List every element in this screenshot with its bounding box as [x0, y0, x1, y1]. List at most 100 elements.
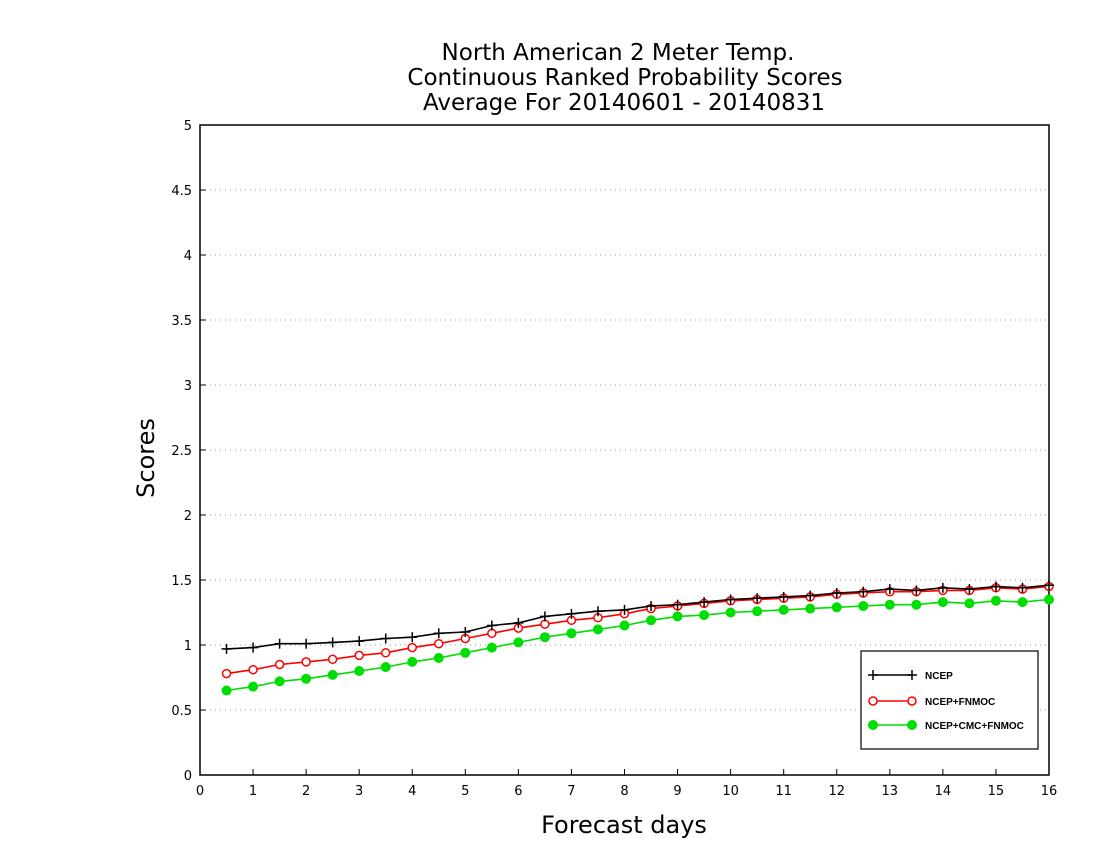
x-tick-label: 15	[988, 784, 1005, 799]
title-line-2: Continuous Ranked Probability Scores	[407, 65, 842, 91]
data-point	[592, 606, 603, 617]
data-point	[805, 603, 816, 614]
data-point	[327, 637, 338, 648]
y-axis: 0 0.5 1 1.5 2 2.5 3 3.5 4 4.5 5	[171, 119, 206, 784]
data-point	[831, 588, 842, 598]
data-point	[539, 632, 550, 643]
legend-marker	[907, 670, 917, 680]
data-point	[831, 602, 842, 613]
x-tick-label: 6	[514, 784, 522, 799]
data-point	[301, 657, 311, 667]
data-point	[513, 617, 524, 628]
legend-marker	[868, 720, 878, 730]
data-point	[486, 620, 497, 631]
data-point	[566, 628, 577, 639]
data-point	[964, 598, 975, 609]
y-tick-label: 1.5	[171, 574, 192, 589]
data-point	[725, 607, 736, 618]
legend-label: NCEP	[925, 671, 953, 682]
data-point	[672, 599, 683, 610]
data-point	[380, 662, 391, 673]
data-point	[778, 604, 789, 615]
data-point	[248, 664, 258, 675]
data-point	[274, 676, 285, 687]
x-tick-label: 7	[567, 784, 575, 799]
legend-marker	[868, 696, 878, 706]
y-tick-label: 3.5	[171, 314, 192, 329]
data-point	[592, 624, 603, 635]
x-tick-label: 3	[355, 784, 363, 799]
data-point	[354, 636, 365, 647]
data-point	[1017, 597, 1028, 608]
x-tick-label: 14	[935, 784, 952, 799]
data-point	[248, 642, 259, 653]
data-point	[884, 584, 895, 595]
legend-box	[860, 650, 1039, 750]
data-point	[539, 611, 550, 622]
data-point	[858, 586, 869, 597]
data-point	[434, 638, 444, 649]
data-point	[619, 604, 630, 615]
x-axis-label: Forecast days	[541, 811, 707, 839]
data-point	[699, 610, 710, 621]
data-point	[805, 590, 816, 601]
y-axis-label: Scores	[132, 418, 160, 498]
legend-marker	[868, 670, 878, 680]
data-point	[327, 654, 338, 665]
data-point	[672, 611, 683, 622]
data-point	[725, 594, 736, 605]
data-point	[248, 681, 259, 692]
y-tick-label: 4	[184, 249, 192, 264]
data-point	[646, 601, 657, 611]
data-point	[354, 666, 365, 676]
x-tick-label: 16	[1041, 784, 1058, 799]
y-tick-label: 4.5	[171, 184, 192, 199]
y-tick-label: 0	[184, 769, 192, 784]
y-tick-label: 2	[184, 509, 192, 524]
gridlines	[200, 189, 1049, 711]
data-point	[1017, 582, 1028, 593]
x-tick-label: 11	[775, 784, 792, 799]
x-tick-label: 13	[882, 784, 899, 799]
data-point	[407, 656, 418, 667]
title-line-1: North American 2 Meter Temp.	[442, 40, 795, 66]
data-point	[619, 620, 630, 631]
data-point	[460, 627, 471, 637]
data-point	[301, 673, 312, 684]
x-tick-label: 4	[408, 784, 416, 799]
data-point	[301, 638, 312, 649]
y-tick-label: 2.5	[171, 444, 192, 459]
data-point	[778, 591, 789, 602]
data-point	[566, 608, 577, 619]
x-tick-label: 5	[461, 784, 469, 799]
data-point	[1044, 580, 1054, 591]
data-point	[937, 597, 948, 608]
data-point	[513, 637, 524, 648]
data-point	[221, 643, 232, 654]
data-point	[752, 606, 763, 617]
legend-item: NCEP+CMC+FNMOC	[868, 720, 1024, 732]
x-tick-label: 9	[673, 784, 681, 799]
legend-item: NCEP+FNMOC	[868, 696, 995, 708]
data-point	[380, 648, 391, 658]
data-point	[699, 597, 710, 608]
series-ncep	[221, 580, 1054, 654]
data-point	[937, 582, 948, 593]
legend-item: NCEP	[868, 670, 953, 682]
x-tick-label: 10	[722, 784, 739, 799]
data-point	[646, 615, 657, 626]
x-tick-label: 1	[249, 784, 257, 799]
data-point	[327, 669, 338, 680]
data-point	[433, 653, 444, 663]
data-point	[486, 642, 497, 653]
data-point	[221, 668, 232, 679]
data-point	[407, 632, 418, 643]
legend-marker	[907, 696, 917, 706]
y-tick-label: 3	[184, 379, 192, 394]
data-point	[911, 599, 922, 610]
y-tick-label: 0.5	[171, 704, 192, 719]
data-point	[990, 595, 1001, 606]
x-tick-label: 8	[620, 784, 628, 799]
